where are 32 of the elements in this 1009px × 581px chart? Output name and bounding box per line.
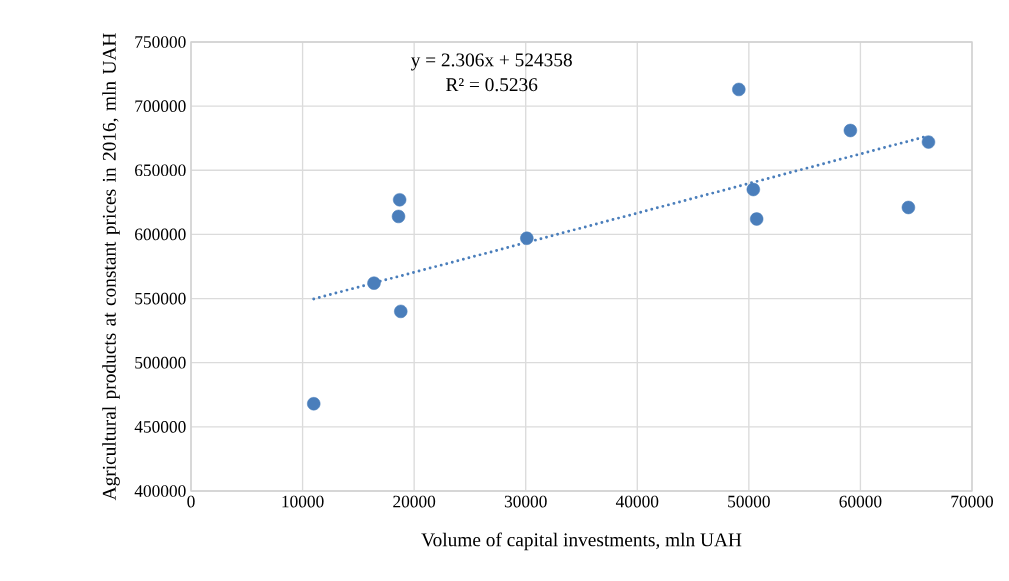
x-tick-label: 30000 <box>504 495 547 508</box>
point <box>391 209 406 224</box>
x-tick-label: 50000 <box>728 495 770 508</box>
annotation: y = 2.306x + 524358 <box>410 53 572 71</box>
point <box>392 193 407 207</box>
x-tick-label: 20000 <box>393 495 436 508</box>
y-tick-label: 400000 <box>134 485 186 497</box>
point <box>367 276 381 290</box>
point <box>750 212 764 226</box>
y-tick-label: 450000 <box>134 421 186 433</box>
point <box>394 304 408 319</box>
point <box>921 135 936 149</box>
x-axis-title: Volume of capital investments, mln UAH <box>421 532 742 551</box>
point <box>307 397 321 411</box>
point <box>746 182 760 197</box>
point <box>732 82 746 97</box>
y-axis-title: Agricultural products at constant prices in 2016, mln UAH <box>102 33 120 501</box>
y-tick-label: 650000 <box>135 164 186 177</box>
y-tick-label: 500000 <box>135 356 186 369</box>
point <box>843 123 858 138</box>
x-tick-label: 60000 <box>839 495 882 508</box>
x-tick-label: 0 <box>187 495 195 508</box>
y-tick-label: 700000 <box>135 100 186 112</box>
annotation: R² = 0.5236 <box>446 78 538 92</box>
point <box>520 231 534 245</box>
point <box>901 200 916 215</box>
x-tick-label: 40000 <box>615 495 659 508</box>
y-tick-label: 550000 <box>135 292 186 305</box>
y-tick-label: 600000 <box>135 228 186 241</box>
y-tick-label: 750000 <box>135 36 186 48</box>
x-tick-label: 10000 <box>282 495 324 508</box>
x-tick-label: 70000 <box>951 495 993 508</box>
